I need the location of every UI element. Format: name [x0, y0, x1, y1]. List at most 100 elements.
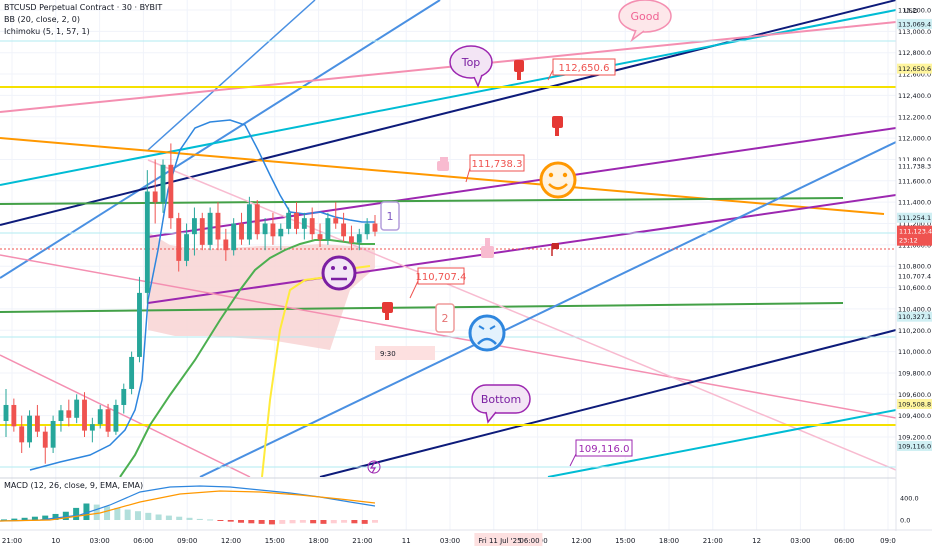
macd-bar [93, 504, 100, 520]
candle-body [34, 415, 40, 432]
top-bubble [449, 45, 493, 79]
candle-body [262, 223, 268, 235]
candle-body [82, 399, 87, 431]
candle-body [231, 223, 237, 251]
candle-body [89, 424, 95, 431]
macd-bar [134, 511, 141, 520]
price-badge-text: 109,116.0 [898, 442, 931, 450]
macd-bar [196, 518, 203, 520]
time-highlight-hour: 06:00 [519, 537, 539, 545]
trendline-green-lower [0, 302, 844, 313]
price-tick-label: 111,800.0 [898, 156, 931, 164]
trendline-green-upper [0, 197, 844, 205]
bb-legend: BB (20, close, 2, 0) [4, 15, 80, 24]
trendline-cyan-top [0, 9, 896, 186]
macd-bar [155, 514, 162, 520]
price-badge [897, 399, 932, 410]
price-badge [897, 63, 932, 74]
candle-body [58, 410, 64, 421]
macd-bar [145, 512, 152, 520]
candle-body [364, 223, 370, 235]
hand-down-icon-1 [514, 60, 524, 80]
time-tick-label: 21:00 [352, 537, 372, 545]
bollinger-lower [29, 299, 149, 471]
hand-down-icon-3 [382, 302, 393, 320]
time-tick-label: 18:00 [659, 537, 679, 545]
trendline-orange [0, 137, 885, 215]
macd-bar [114, 507, 121, 520]
candle-body [341, 223, 347, 237]
bar-countdown-label: 9:30 [380, 350, 396, 358]
bollinger-upper [147, 119, 375, 301]
macd-bar [104, 506, 111, 520]
macd-bar [227, 520, 234, 522]
time-tick-label: 09:0 [880, 537, 896, 545]
candle-body [215, 212, 221, 240]
candle-body [97, 409, 103, 425]
macd-bar [351, 520, 358, 524]
current-price-badge [897, 225, 932, 246]
candle-body [223, 239, 229, 251]
macd-bar [341, 520, 348, 523]
candle-body [239, 223, 244, 240]
price-axis[interactable]: USD113,200.0113,000.0112,800.0112,600.01… [895, 0, 932, 550]
trendline-pink-falling-2 [147, 159, 896, 471]
candle-body [199, 218, 205, 245]
price-tick-label: 113,000.0 [898, 28, 931, 36]
candle-body [301, 218, 307, 229]
time-tick-label: 15:00 [615, 537, 635, 545]
bottom-bubble [471, 384, 531, 414]
callout-109116 [575, 439, 633, 457]
price-tick-label: 110,200.0 [898, 327, 931, 335]
candle-body [254, 204, 260, 235]
macd-bar [299, 520, 306, 523]
macd-bar [21, 517, 28, 520]
candle-body [105, 409, 111, 432]
candle-body [137, 292, 142, 357]
price-badge-text: 112,650.6 [898, 65, 931, 73]
symbol-title: BTCUSD Perpetual Contract · 30 · BYBIT [4, 3, 162, 12]
macd-bar [372, 520, 378, 523]
macd-bar [289, 520, 296, 524]
price-tick-label: 111,200.0 [898, 220, 931, 228]
macd-bar [207, 519, 214, 521]
lightning-icon [367, 460, 381, 474]
time-tick-label: 21:00 [703, 537, 723, 545]
price-tick-label: 111,400.0 [898, 199, 931, 207]
countdown-shade [375, 346, 435, 360]
smiley-neutral-icon [321, 255, 357, 291]
price-badge-text: 111,738.3 [898, 163, 931, 171]
macd-bar [330, 520, 337, 524]
time-tick-label: 03:00 [440, 537, 460, 545]
price-badge-text: 109,508.8 [898, 401, 931, 409]
price-tick-label: 109,800.0 [898, 369, 931, 377]
candle-body [372, 223, 378, 232]
price-tick-label: 110,000.0 [898, 348, 931, 356]
macd-bar [320, 520, 327, 524]
time-tick-label: 12:00 [571, 537, 591, 545]
price-tick-label: 110,400.0 [898, 305, 931, 313]
trendline-blue-steep [0, 0, 441, 279]
indicator-lines [29, 119, 375, 477]
trendline-pink-low [0, 354, 251, 477]
trendline-navy-top [0, 0, 896, 226]
candle-body [74, 399, 80, 418]
price-tick-label: 109,600.0 [898, 391, 931, 399]
time-axis[interactable]: 21:00 10 03:00 06:00 09:00 12:00 15:00 18:00 21:… [0, 350, 932, 550]
price-badge [897, 18, 932, 29]
candle-body [50, 420, 56, 448]
candle-body [176, 218, 182, 261]
time-tick-label: 11 [402, 537, 411, 545]
macd-bar [1, 519, 7, 521]
macd-bar [42, 515, 49, 520]
trendline-navy-low [319, 329, 896, 477]
trendline-cyan-low [547, 409, 896, 477]
candle-body [168, 164, 174, 219]
time-tick-label: 09:00 [177, 537, 197, 545]
candle-body [325, 218, 331, 240]
candle-body [27, 415, 32, 443]
price-badge-text: 110,327.1 [898, 313, 931, 321]
price-tick-label: 110,600.0 [898, 284, 931, 292]
price-tick-label: 113,200.0 [898, 7, 931, 15]
